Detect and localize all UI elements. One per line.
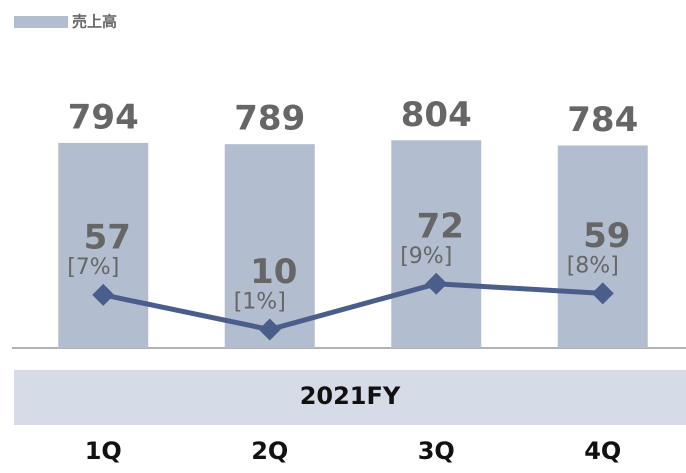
margin-label: [9%]	[400, 244, 452, 269]
bar	[58, 142, 149, 348]
margin-label: [8%]	[567, 253, 619, 278]
marker	[258, 318, 281, 341]
x-tick-label: 2Q	[251, 437, 288, 465]
group-band	[14, 370, 686, 425]
x-tick-label: 1Q	[85, 437, 122, 465]
marker	[591, 282, 614, 305]
bar	[557, 145, 648, 348]
line-value-label: 10	[250, 252, 297, 292]
bar-value-label: 794	[68, 97, 139, 137]
bar-value-label: 789	[234, 99, 305, 139]
line-value-label: 57	[84, 217, 131, 257]
legend-swatch	[14, 16, 68, 28]
x-tick-label: 3Q	[418, 437, 455, 465]
bar	[224, 144, 315, 348]
bar-value-label: 784	[567, 100, 638, 140]
bar-value-label: 804	[401, 95, 472, 135]
margin-label: [7%]	[67, 255, 119, 280]
line	[102, 281, 603, 333]
legend-label: 売上高	[72, 13, 117, 31]
marker	[92, 283, 115, 306]
line-value-label: 72	[417, 206, 464, 246]
x-tick-label: 4Q	[584, 437, 621, 465]
group-label: 2021FY	[300, 382, 401, 410]
bar	[391, 140, 482, 348]
marker	[425, 272, 448, 295]
line-value-label: 59	[583, 216, 630, 256]
margin-label: [1%]	[234, 290, 286, 315]
